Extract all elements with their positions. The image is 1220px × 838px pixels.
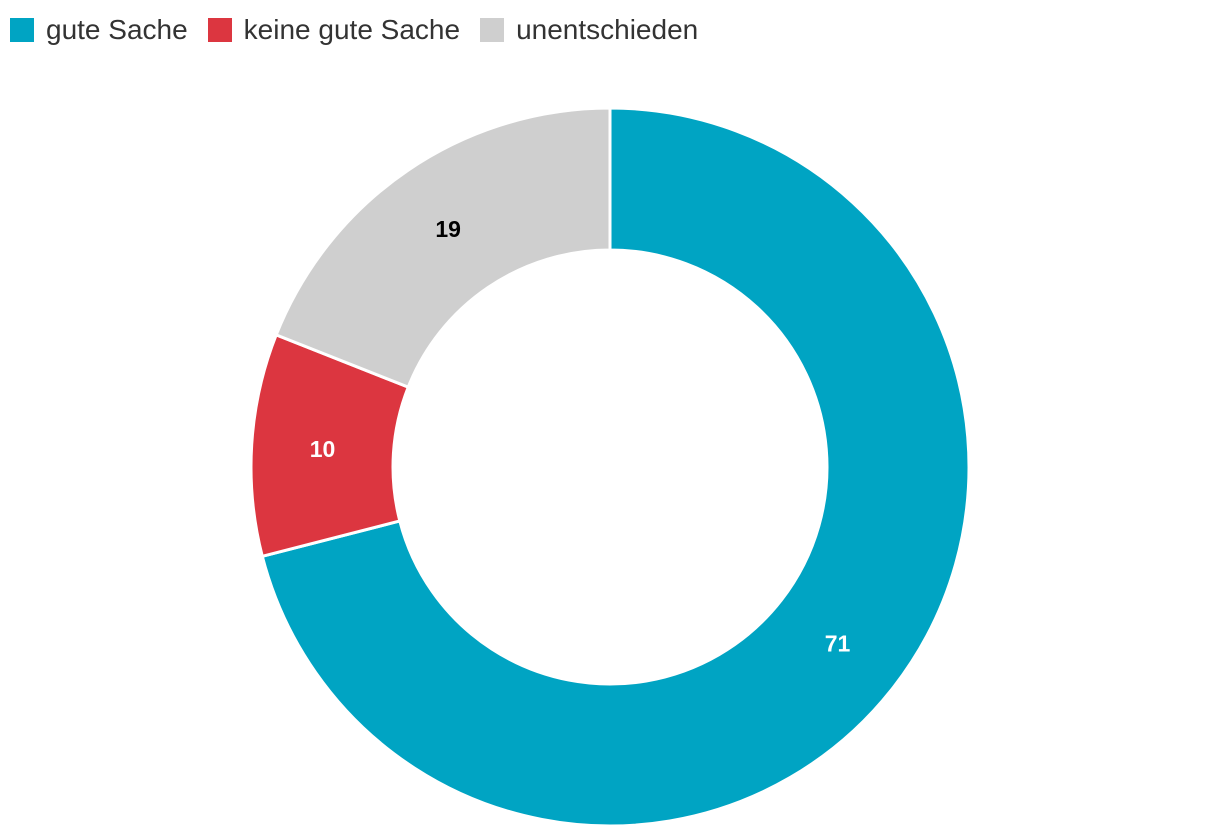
slice-value-label-keine-gute-sache: 10 xyxy=(310,436,336,462)
slice-value-label-gute-sache: 71 xyxy=(825,631,851,657)
legend-label-unentschieden: unentschieden xyxy=(516,14,699,45)
legend-swatch-unentschieden xyxy=(480,18,505,42)
donut-slice-unentschieden[interactable] xyxy=(274,106,612,389)
legend-label-keine-gute-sache: keine gute Sache xyxy=(243,14,461,45)
legend-swatch-keine-gute-sache xyxy=(207,18,232,42)
slice-value-label-unentschieden: 19 xyxy=(435,216,461,242)
legend-item-gute-sache[interactable]: gute Sache xyxy=(10,14,188,46)
chart-legend: gute Sache keine gute Sache unentschiede… xyxy=(10,12,698,48)
donut-slice-gute-sache[interactable] xyxy=(260,106,971,828)
legend-swatch-gute-sache xyxy=(10,18,34,42)
legend-item-unentschieden[interactable]: unentschieden xyxy=(480,14,698,46)
legend-item-keine-gute-sache[interactable]: keine gute Sache xyxy=(207,14,461,46)
legend-label-gute-sache: gute Sache xyxy=(46,14,188,45)
